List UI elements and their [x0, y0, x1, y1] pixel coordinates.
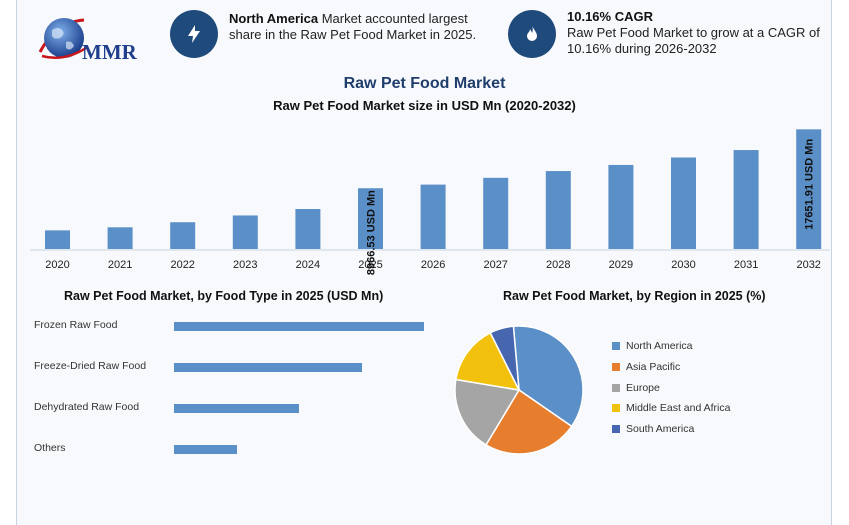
- legend-swatch-asia-pacific: [612, 362, 620, 371]
- legend-item-middle-east-and-africa: Middle East and Africa: [612, 402, 772, 416]
- food-type-bar-others: [174, 445, 237, 454]
- x-tick-label-2024: 2024: [296, 259, 320, 271]
- pie-slice-south-america: [489, 325, 520, 391]
- food-type-bar-freeze-dried-raw-food: [174, 363, 362, 372]
- flame-icon: [508, 10, 556, 58]
- legend-swatch-europe: [612, 383, 620, 392]
- bar-chart-title: Raw Pet Food Market size in USD Mn (2020…: [273, 98, 576, 113]
- data-label-2032: 17651.91 USD Mn: [804, 139, 816, 230]
- info-region-body: Market accounted largest share in the Ra…: [229, 11, 477, 42]
- food-type-label-dehydrated-raw-food: Dehydrated Raw Food: [34, 401, 140, 413]
- bar-2032: [796, 129, 822, 249]
- bar-2027: [483, 177, 509, 249]
- logo-text: MMR: [82, 40, 137, 64]
- x-tick-label-2028: 2028: [546, 259, 570, 271]
- legend-swatch-north-america: [612, 342, 620, 350]
- x-tick-label-2020: 2020: [45, 259, 69, 271]
- bar-2021: [107, 227, 133, 249]
- bar-2025: [358, 188, 383, 249]
- x-tick-label-2025: 2025: [358, 259, 382, 271]
- legend-item-south-america: South America: [612, 423, 772, 437]
- info-cagr-body: Raw Pet Food Market to grow at a CAGR of…: [567, 25, 820, 56]
- legend-label-north-america: North America: [626, 340, 693, 352]
- mmr-logo: [38, 18, 87, 59]
- bar-2020: [45, 230, 70, 249]
- infographic-frame: [16, 0, 832, 525]
- x-tick-label-2031: 2031: [734, 259, 758, 271]
- legend-swatch-south-america: [612, 425, 620, 434]
- lightning-icon: [170, 10, 218, 58]
- x-tick-label-2026: 2026: [421, 259, 445, 271]
- legend-label-europe: Europe: [626, 381, 660, 394]
- food-type-bar-dehydrated-raw-food: [174, 404, 299, 413]
- region-pie-chart: [454, 325, 584, 455]
- legend-item-europe: Europe: [612, 382, 772, 396]
- pie-slice-middle-east-and-africa: [454, 331, 521, 391]
- x-tick-label-2021: 2021: [108, 259, 132, 271]
- x-tick-label-2027: 2027: [483, 259, 507, 271]
- market-size-bar-chart: 2020 2021 2022 2023 2024 2025 2026 2027 2028 2029…: [30, 129, 830, 275]
- food-type-label-freeze-dried-raw-food: Freeze-Dried Raw Food: [34, 360, 147, 372]
- legend-label-south-america: South America: [626, 423, 695, 436]
- bar-2022: [170, 222, 196, 249]
- info-region-text: North America Market accounted largest s…: [229, 11, 489, 43]
- bar-2029: [608, 164, 634, 249]
- x-tick-label-2029: 2029: [609, 259, 633, 271]
- x-tick-label-2023: 2023: [233, 259, 257, 271]
- bar-2023: [232, 215, 258, 249]
- main-title: Raw Pet Food Market: [343, 75, 506, 92]
- info-region-bold: North America: [229, 11, 319, 26]
- pie-slice-europe: [454, 378, 521, 446]
- pie-slice-north-america: [512, 325, 584, 428]
- x-tick-label-2022: 2022: [170, 259, 194, 271]
- legend-label-middle-east-and-africa: Middle East and Africa: [626, 402, 731, 415]
- legend-label-asia-pacific: Asia Pacific: [626, 360, 681, 373]
- info-cagr-text: 10.16% CAGR Raw Pet Food Market to grow …: [567, 9, 827, 57]
- info-cagr-bold: 10.16% CAGR: [567, 9, 653, 24]
- food-type-label-frozen-raw-food: Frozen Raw Food: [34, 319, 118, 331]
- bar-2031: [733, 150, 759, 249]
- bar-2030: [671, 157, 696, 249]
- x-tick-label-2032: 2032: [796, 259, 820, 271]
- bar-2026: [420, 184, 446, 249]
- region-chart-title: Raw Pet Food Market, by Region in 2025 (…: [503, 289, 766, 303]
- legend-swatch-middle-east-and-africa: [612, 404, 620, 413]
- food-type-chart-title: Raw Pet Food Market, by Food Type in 202…: [64, 289, 384, 303]
- legend-item-north-america: North America: [612, 340, 772, 354]
- data-label-2025: 8966.53 USD Mn: [366, 190, 378, 275]
- bar-2024: [295, 209, 321, 249]
- food-type-bar-frozen-raw-food: [174, 322, 424, 331]
- food-type-label-others: Others: [34, 442, 66, 454]
- pie-slice-asia-pacific: [485, 388, 573, 455]
- bar-2028: [545, 171, 571, 249]
- x-tick-label-2030: 2030: [671, 259, 695, 271]
- legend-item-asia-pacific: Asia Pacific: [612, 361, 772, 375]
